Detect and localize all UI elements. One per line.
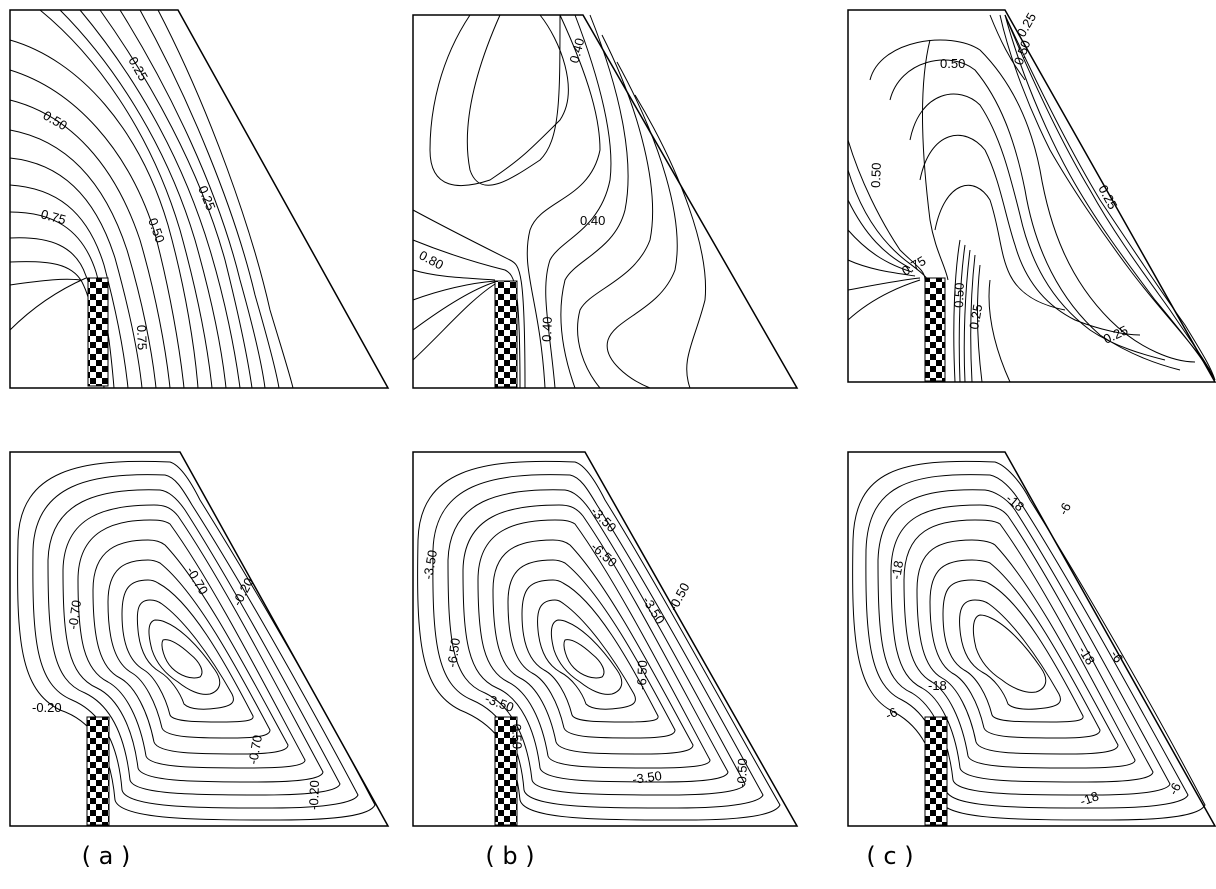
heated-block (924, 277, 946, 382)
contour-label: 0.75 (39, 206, 67, 227)
heated-block (87, 277, 109, 387)
domain-boundary (9, 9, 390, 389)
contour-label: -0.20 (306, 780, 322, 810)
isotherm-lines (847, 14, 1216, 383)
contour-label: -18 (888, 559, 906, 580)
contour-label: 0.50 (1011, 38, 1034, 67)
contour-label: 0.25 (195, 184, 218, 213)
isotherm-lines (9, 9, 294, 389)
panel-a-top (9, 9, 390, 389)
contour-label: -18 (1003, 491, 1027, 515)
panel-b-bottom (412, 451, 799, 827)
contour-label: 0.40 (580, 213, 605, 228)
contour-label: -3.50 (420, 549, 440, 581)
contour-label: -6 (1055, 500, 1074, 517)
contour-label: -3.50 (631, 768, 662, 787)
contour-label: 0.75 (134, 325, 150, 351)
contour-label: 0.50 (41, 108, 70, 134)
contour-label: 0.25 (125, 54, 151, 83)
domain-boundary (412, 451, 799, 827)
heated-block (924, 716, 948, 826)
contour-labels: 0.25 0.50 0.75 0.25 0.50 0.75 0.40 0.80 … (32, 10, 1184, 810)
contour-label: -6.50 (444, 637, 463, 668)
panel-caption-a: ( a ) (81, 842, 131, 870)
panel-b-top (412, 14, 799, 389)
heated-block (494, 280, 518, 388)
contour-label: -0.50 (665, 580, 692, 613)
contour-label: -0.20 (32, 700, 62, 715)
streamlines (852, 460, 1206, 821)
contour-label: -6.50 (588, 539, 620, 570)
domain-boundary (847, 9, 1216, 383)
contour-label: 0.50 (509, 724, 525, 750)
contour-label: -0.20 (229, 575, 256, 608)
panel-a-bottom (9, 451, 390, 827)
streamlines (417, 460, 781, 821)
contour-label: -18 (1078, 788, 1101, 809)
heated-block (86, 716, 110, 826)
contour-label: 0.25 (966, 303, 985, 331)
contour-label: -6 (883, 704, 900, 722)
heated-block (494, 716, 518, 826)
panel-caption-c: ( c ) (866, 842, 914, 870)
contour-label: 0.50 (145, 216, 168, 245)
panel-c-top (847, 9, 1216, 383)
panel-c-bottom (847, 451, 1216, 827)
contour-label: -0.70 (65, 599, 84, 630)
contour-label: 0.50 (868, 162, 884, 188)
isotherm-lines (412, 14, 707, 389)
contour-label: 0.40 (539, 316, 555, 342)
domain-boundary (847, 451, 1216, 827)
domain-boundary (9, 451, 390, 827)
contour-label: -18 (928, 678, 947, 693)
contour-label: -0.50 (734, 758, 750, 788)
contour-label: 0.50 (940, 56, 965, 71)
panel-caption-b: ( b ) (485, 842, 535, 870)
contour-label: 0.25 (1101, 322, 1130, 346)
contour-label: -3.50 (483, 691, 516, 715)
streamlines (17, 460, 376, 821)
domain-boundary (412, 14, 799, 389)
contour-label: -0.70 (245, 734, 265, 766)
contour-label: 0.25 (1014, 10, 1040, 39)
contour-label: -6.50 (634, 660, 650, 690)
contour-label: 0.50 (951, 282, 967, 308)
contour-label: 0.40 (566, 36, 587, 64)
